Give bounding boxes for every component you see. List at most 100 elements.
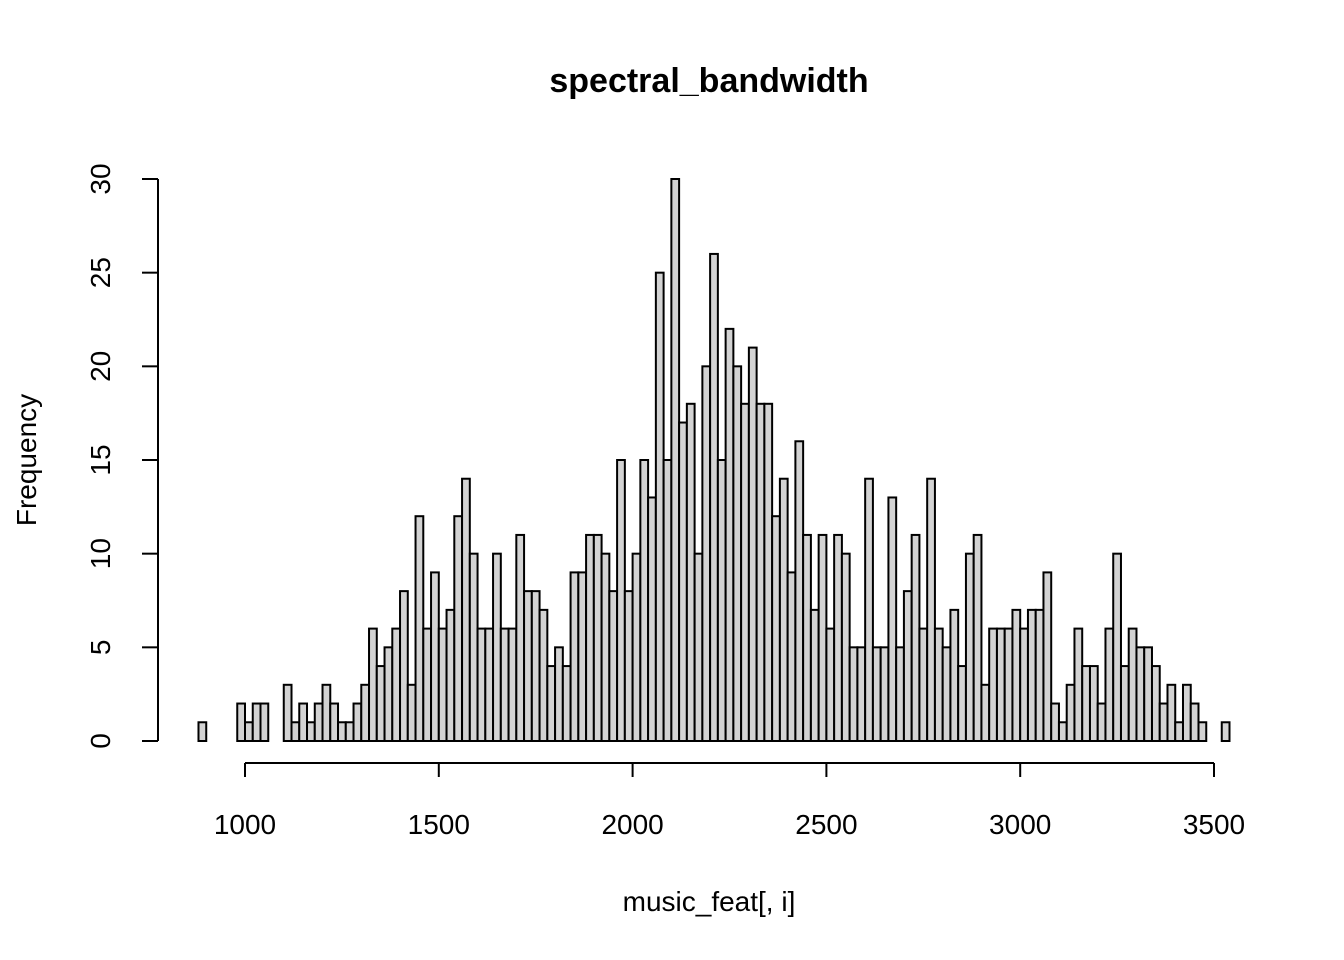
- histogram-bar: [298, 702, 309, 743]
- histogram-bar: [778, 477, 789, 742]
- histogram-bar: [871, 646, 882, 743]
- histogram-bar: [197, 721, 208, 743]
- histogram-bar: [554, 646, 564, 743]
- histogram-bar: [368, 627, 378, 742]
- histogram-bar: [1088, 665, 1099, 743]
- histogram-bar: [523, 590, 533, 742]
- histogram-bar: [670, 178, 681, 742]
- histogram-bar: [693, 552, 704, 742]
- histogram-bar: [1174, 721, 1184, 743]
- histogram-bar: [259, 702, 270, 743]
- histogram-bar: [344, 721, 355, 743]
- histogram-bar: [546, 665, 557, 743]
- histogram-bar: [437, 627, 448, 742]
- histogram-bar: [933, 627, 944, 742]
- histogram-bar: [926, 477, 936, 742]
- histogram-bar: [290, 721, 301, 743]
- histogram-bar: [1220, 721, 1231, 743]
- histogram-bar: [282, 683, 293, 742]
- histogram-bar: [918, 627, 929, 742]
- histogram-bar: [1065, 683, 1076, 742]
- histogram-bar: [1019, 627, 1029, 742]
- x-tick-label: 2500: [795, 809, 857, 840]
- histogram-bar: [809, 608, 820, 742]
- y-tick-label: 5: [85, 640, 116, 656]
- histogram-bar: [244, 721, 254, 743]
- histogram-bar: [825, 627, 836, 742]
- histogram-bar: [577, 571, 588, 743]
- histogram-bar: [1197, 721, 1208, 743]
- histogram-bar: [406, 683, 417, 742]
- histogram-bar: [840, 552, 851, 742]
- histogram-bar: [957, 665, 967, 743]
- histogram-bar: [802, 533, 812, 742]
- histogram-bar: [654, 271, 665, 742]
- histogram-bar: [414, 515, 425, 743]
- histogram-bar: [848, 646, 859, 743]
- histogram-bar: [887, 496, 898, 742]
- histogram-bar: [1112, 552, 1122, 742]
- histogram-bar: [530, 590, 541, 742]
- histogram-bar: [329, 702, 340, 743]
- histogram-bar: [1081, 665, 1091, 743]
- histogram-bar: [639, 459, 650, 742]
- histogram-bar: [321, 683, 332, 742]
- histogram-bar: [1119, 665, 1130, 743]
- histogram-bar: [499, 627, 510, 742]
- histogram-bar: [755, 402, 766, 742]
- histogram-bar: [476, 627, 487, 742]
- histogram-bar: [352, 702, 363, 743]
- histogram-bar: [701, 365, 712, 742]
- histogram-bar: [631, 552, 642, 742]
- histogram-bar: [1073, 627, 1084, 742]
- y-tick-label: 10: [85, 538, 116, 569]
- y-tick-label: 20: [85, 351, 116, 382]
- x-axis-label: music_feat[, i]: [623, 886, 796, 917]
- histogram-bar: [592, 533, 603, 742]
- histogram-bar: [337, 721, 347, 743]
- histogram-bar: [662, 459, 673, 742]
- histogram-bar: [972, 533, 983, 742]
- histogram-bar: [1166, 683, 1177, 742]
- histogram-bar: [507, 627, 518, 742]
- histogram-bar: [1158, 702, 1169, 743]
- histogram-bar: [1057, 721, 1068, 743]
- histogram-bar: [949, 608, 960, 742]
- histogram-bar: [995, 627, 1006, 742]
- histogram-bar: [445, 608, 456, 742]
- histogram-bar: [492, 552, 502, 742]
- histogram-bar: [608, 590, 619, 742]
- x-tick-label: 1000: [214, 809, 276, 840]
- histogram-bar: [1050, 702, 1060, 743]
- x-tick-label: 2000: [601, 809, 663, 840]
- histogram-bar: [375, 665, 386, 743]
- histogram-bar: [561, 665, 572, 743]
- histogram-bar: [538, 608, 549, 742]
- histogram-bar: [1143, 646, 1153, 743]
- histogram-bar: [383, 646, 394, 743]
- y-tick-label: 15: [85, 444, 116, 475]
- histogram-bar: [1104, 627, 1115, 742]
- histogram-bar: [879, 646, 890, 743]
- y-tick-label: 30: [85, 163, 116, 194]
- histogram-bar: [616, 459, 626, 742]
- histogram-bar: [313, 702, 324, 743]
- histogram-bar: [895, 646, 905, 743]
- histogram-bar: [910, 533, 921, 742]
- histogram-bar: [399, 590, 409, 742]
- histogram-bar: [306, 721, 316, 743]
- histogram-bar: [964, 552, 975, 742]
- histogram-bar: [771, 515, 781, 743]
- histogram-bar: [1003, 627, 1014, 742]
- histogram-bar: [251, 702, 262, 743]
- histogram-bar: [484, 627, 495, 742]
- histogram-bar: [600, 552, 611, 742]
- histogram-bar: [430, 571, 440, 743]
- histogram-bar: [422, 627, 433, 742]
- histogram-bar: [1127, 627, 1138, 742]
- histogram-bar: [980, 683, 991, 742]
- histogram-bar: [1096, 702, 1107, 743]
- histogram-bar: [817, 533, 828, 742]
- histogram-bars: [197, 178, 1231, 743]
- histogram-bar: [515, 533, 526, 742]
